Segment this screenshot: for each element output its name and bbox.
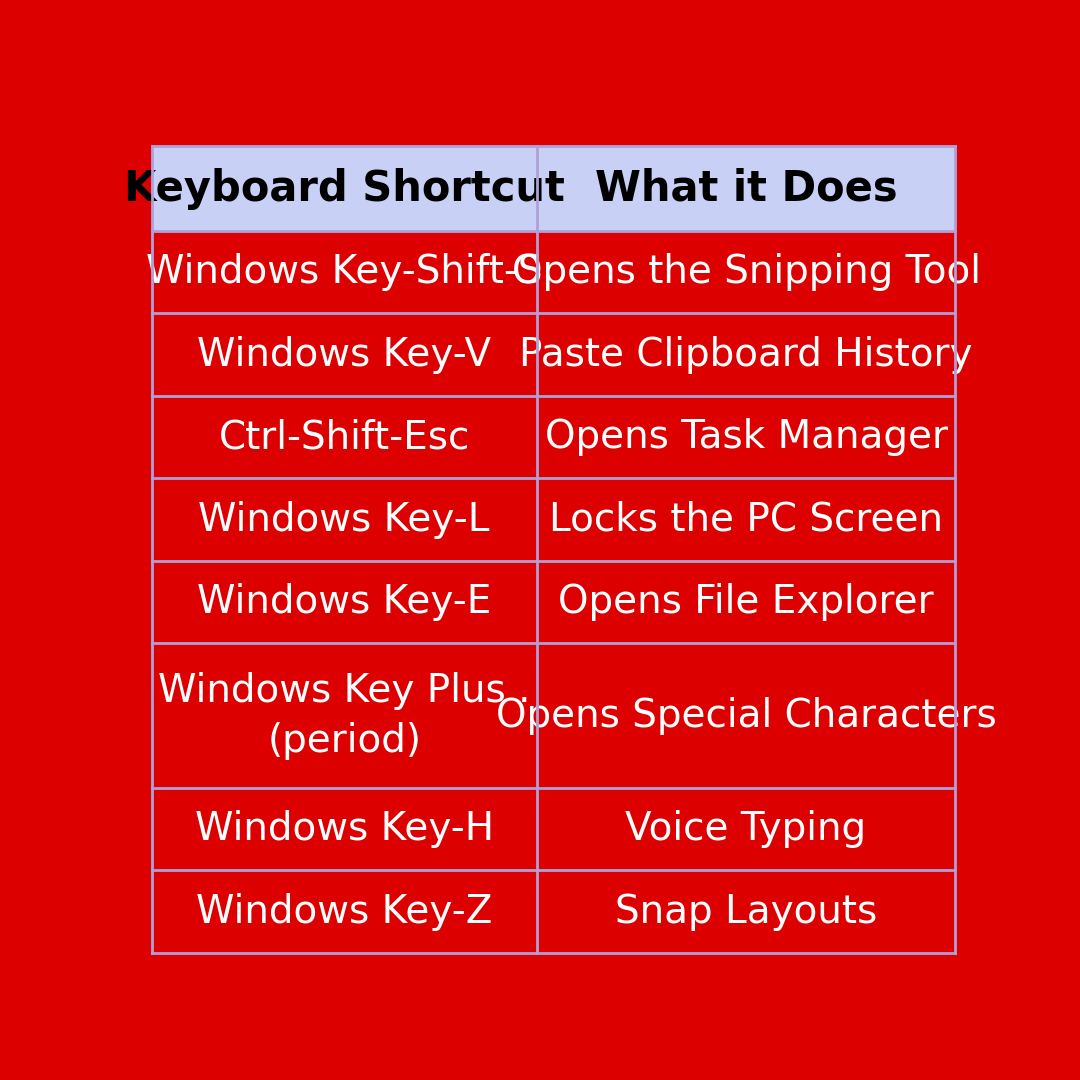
Text: What it Does: What it Does	[595, 167, 897, 210]
Text: Ctrl-Shift-Esc: Ctrl-Shift-Esc	[218, 418, 470, 456]
Text: Keyboard Shortcut: Keyboard Shortcut	[124, 167, 565, 210]
Text: Opens Special Characters: Opens Special Characters	[496, 697, 997, 734]
Text: Windows Key-E: Windows Key-E	[197, 583, 491, 621]
Text: Windows Key Plus .
(period): Windows Key Plus . (period)	[158, 672, 530, 759]
Text: Windows Key-Z: Windows Key-Z	[197, 893, 492, 931]
Text: Paste Clipboard History: Paste Clipboard History	[519, 336, 973, 374]
Text: Opens File Explorer: Opens File Explorer	[558, 583, 934, 621]
Text: Windows Key-Shift-S: Windows Key-Shift-S	[146, 253, 542, 292]
Bar	[537, 146, 956, 231]
Text: Voice Typing: Voice Typing	[625, 810, 866, 848]
Bar	[151, 146, 537, 231]
Text: Opens Task Manager: Opens Task Manager	[544, 418, 947, 456]
Text: Windows Key-H: Windows Key-H	[194, 810, 494, 848]
Text: Locks the PC Screen: Locks the PC Screen	[549, 501, 943, 539]
Text: Windows Key-L: Windows Key-L	[199, 501, 490, 539]
Text: Windows Key-V: Windows Key-V	[198, 336, 491, 374]
Text: Opens the Snipping Tool: Opens the Snipping Tool	[512, 253, 981, 292]
Text: Snap Layouts: Snap Layouts	[615, 893, 877, 931]
